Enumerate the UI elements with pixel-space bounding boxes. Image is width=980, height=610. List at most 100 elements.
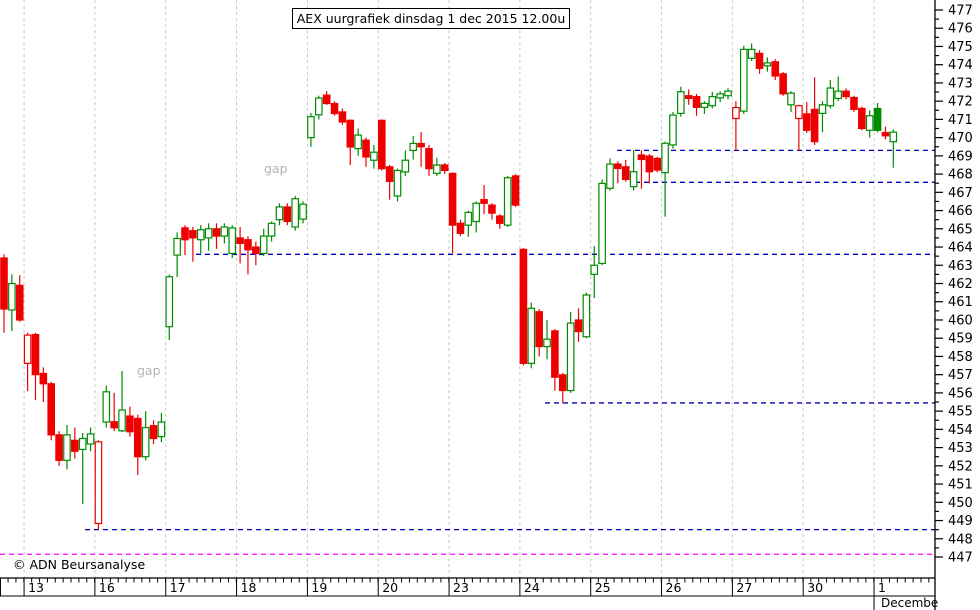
candle bbox=[409, 135, 418, 160]
y-tick-label: 456 bbox=[948, 386, 973, 401]
candle bbox=[739, 45, 748, 114]
candle bbox=[212, 223, 221, 249]
candle bbox=[629, 150, 638, 191]
day-gridlines bbox=[23, 0, 875, 578]
candle bbox=[354, 128, 362, 156]
y-tick-label: 448 bbox=[948, 532, 973, 547]
y-tick-label: 454 bbox=[948, 423, 973, 438]
y-tick-label: 474 bbox=[948, 58, 973, 73]
candle bbox=[63, 424, 71, 470]
candle bbox=[881, 126, 890, 140]
candle bbox=[645, 154, 654, 184]
candle bbox=[275, 203, 284, 226]
candle bbox=[865, 110, 874, 138]
candle bbox=[236, 226, 244, 264]
candle bbox=[818, 101, 827, 133]
candle bbox=[346, 119, 355, 165]
candle bbox=[189, 226, 197, 262]
y-tick-label: 473 bbox=[948, 76, 973, 91]
candle bbox=[228, 225, 237, 258]
candle bbox=[755, 50, 764, 74]
candle bbox=[889, 129, 898, 168]
candle bbox=[551, 329, 559, 391]
candle bbox=[252, 241, 260, 266]
candle bbox=[511, 174, 520, 207]
candle bbox=[873, 102, 882, 133]
candle bbox=[566, 311, 575, 393]
x-day-label: 17 bbox=[170, 580, 186, 595]
candle bbox=[472, 201, 481, 233]
candle bbox=[110, 392, 118, 432]
candle bbox=[118, 371, 126, 433]
candle bbox=[259, 228, 268, 257]
candle bbox=[677, 86, 685, 117]
candle bbox=[464, 210, 473, 237]
candle bbox=[47, 381, 56, 441]
candle bbox=[299, 201, 307, 224]
candle bbox=[858, 106, 866, 131]
candle bbox=[181, 225, 189, 256]
candle bbox=[669, 112, 677, 149]
candle bbox=[71, 427, 79, 459]
x-day-label: 20 bbox=[382, 580, 398, 595]
y-tick-label: 455 bbox=[948, 405, 973, 420]
candle bbox=[535, 309, 543, 357]
y-tick-label: 463 bbox=[948, 259, 973, 274]
candle bbox=[338, 108, 347, 125]
x-day-label: 30 bbox=[807, 580, 823, 595]
candle bbox=[692, 93, 701, 116]
candle bbox=[779, 71, 787, 96]
candle bbox=[763, 57, 772, 72]
chart-title: AEX uurgrafiek dinsdag 1 dec 2015 12.00u bbox=[296, 11, 566, 26]
candle bbox=[86, 427, 95, 452]
candle bbox=[582, 292, 591, 339]
candle bbox=[94, 440, 103, 530]
copyright-label: © ADN Beursanalyse bbox=[13, 557, 146, 572]
y-tick-label: 470 bbox=[948, 131, 973, 146]
candle bbox=[503, 175, 512, 227]
y-tick-label: 465 bbox=[948, 222, 973, 237]
candle bbox=[488, 203, 496, 220]
candle bbox=[425, 144, 433, 176]
x-day-label: 13 bbox=[28, 580, 44, 595]
candle bbox=[716, 91, 724, 103]
candle bbox=[157, 412, 166, 443]
candle bbox=[133, 414, 142, 476]
candle bbox=[8, 274, 16, 331]
axes bbox=[0, 0, 936, 610]
x-day-label: 23 bbox=[453, 580, 469, 595]
y-tick-label: 453 bbox=[948, 441, 973, 456]
candle bbox=[558, 372, 567, 404]
candle bbox=[283, 203, 292, 226]
x-day-label: 24 bbox=[524, 580, 540, 595]
y-tick-label: 464 bbox=[948, 241, 973, 256]
y-tick-label: 452 bbox=[948, 459, 973, 474]
candle bbox=[708, 92, 717, 109]
candle bbox=[141, 411, 150, 461]
y-tick-label: 447 bbox=[948, 550, 973, 565]
candle bbox=[732, 101, 740, 151]
chart-title-box: AEX uurgrafiek dinsdag 1 dec 2015 12.00u bbox=[292, 8, 570, 29]
gap-annotation-1: gap bbox=[137, 363, 161, 378]
candle bbox=[23, 332, 32, 392]
candle bbox=[39, 367, 48, 403]
candle bbox=[598, 179, 606, 266]
month-axis-label: Decembe bbox=[881, 596, 939, 610]
candle bbox=[291, 195, 299, 231]
x-axis: 13 16 17 18 19 20 23 24 25 26 27 30 1 bbox=[0, 578, 930, 610]
candle bbox=[220, 223, 229, 244]
candle bbox=[78, 433, 87, 505]
candle bbox=[456, 219, 465, 237]
x-day-label: 27 bbox=[736, 580, 752, 595]
candle bbox=[204, 223, 213, 251]
candle bbox=[370, 144, 378, 169]
y-tick-label: 450 bbox=[948, 496, 973, 511]
candle bbox=[31, 332, 40, 401]
candle bbox=[614, 161, 622, 184]
candle bbox=[653, 156, 662, 173]
candle bbox=[362, 137, 370, 167]
y-tick-label: 457 bbox=[948, 368, 973, 383]
candle bbox=[244, 236, 252, 275]
